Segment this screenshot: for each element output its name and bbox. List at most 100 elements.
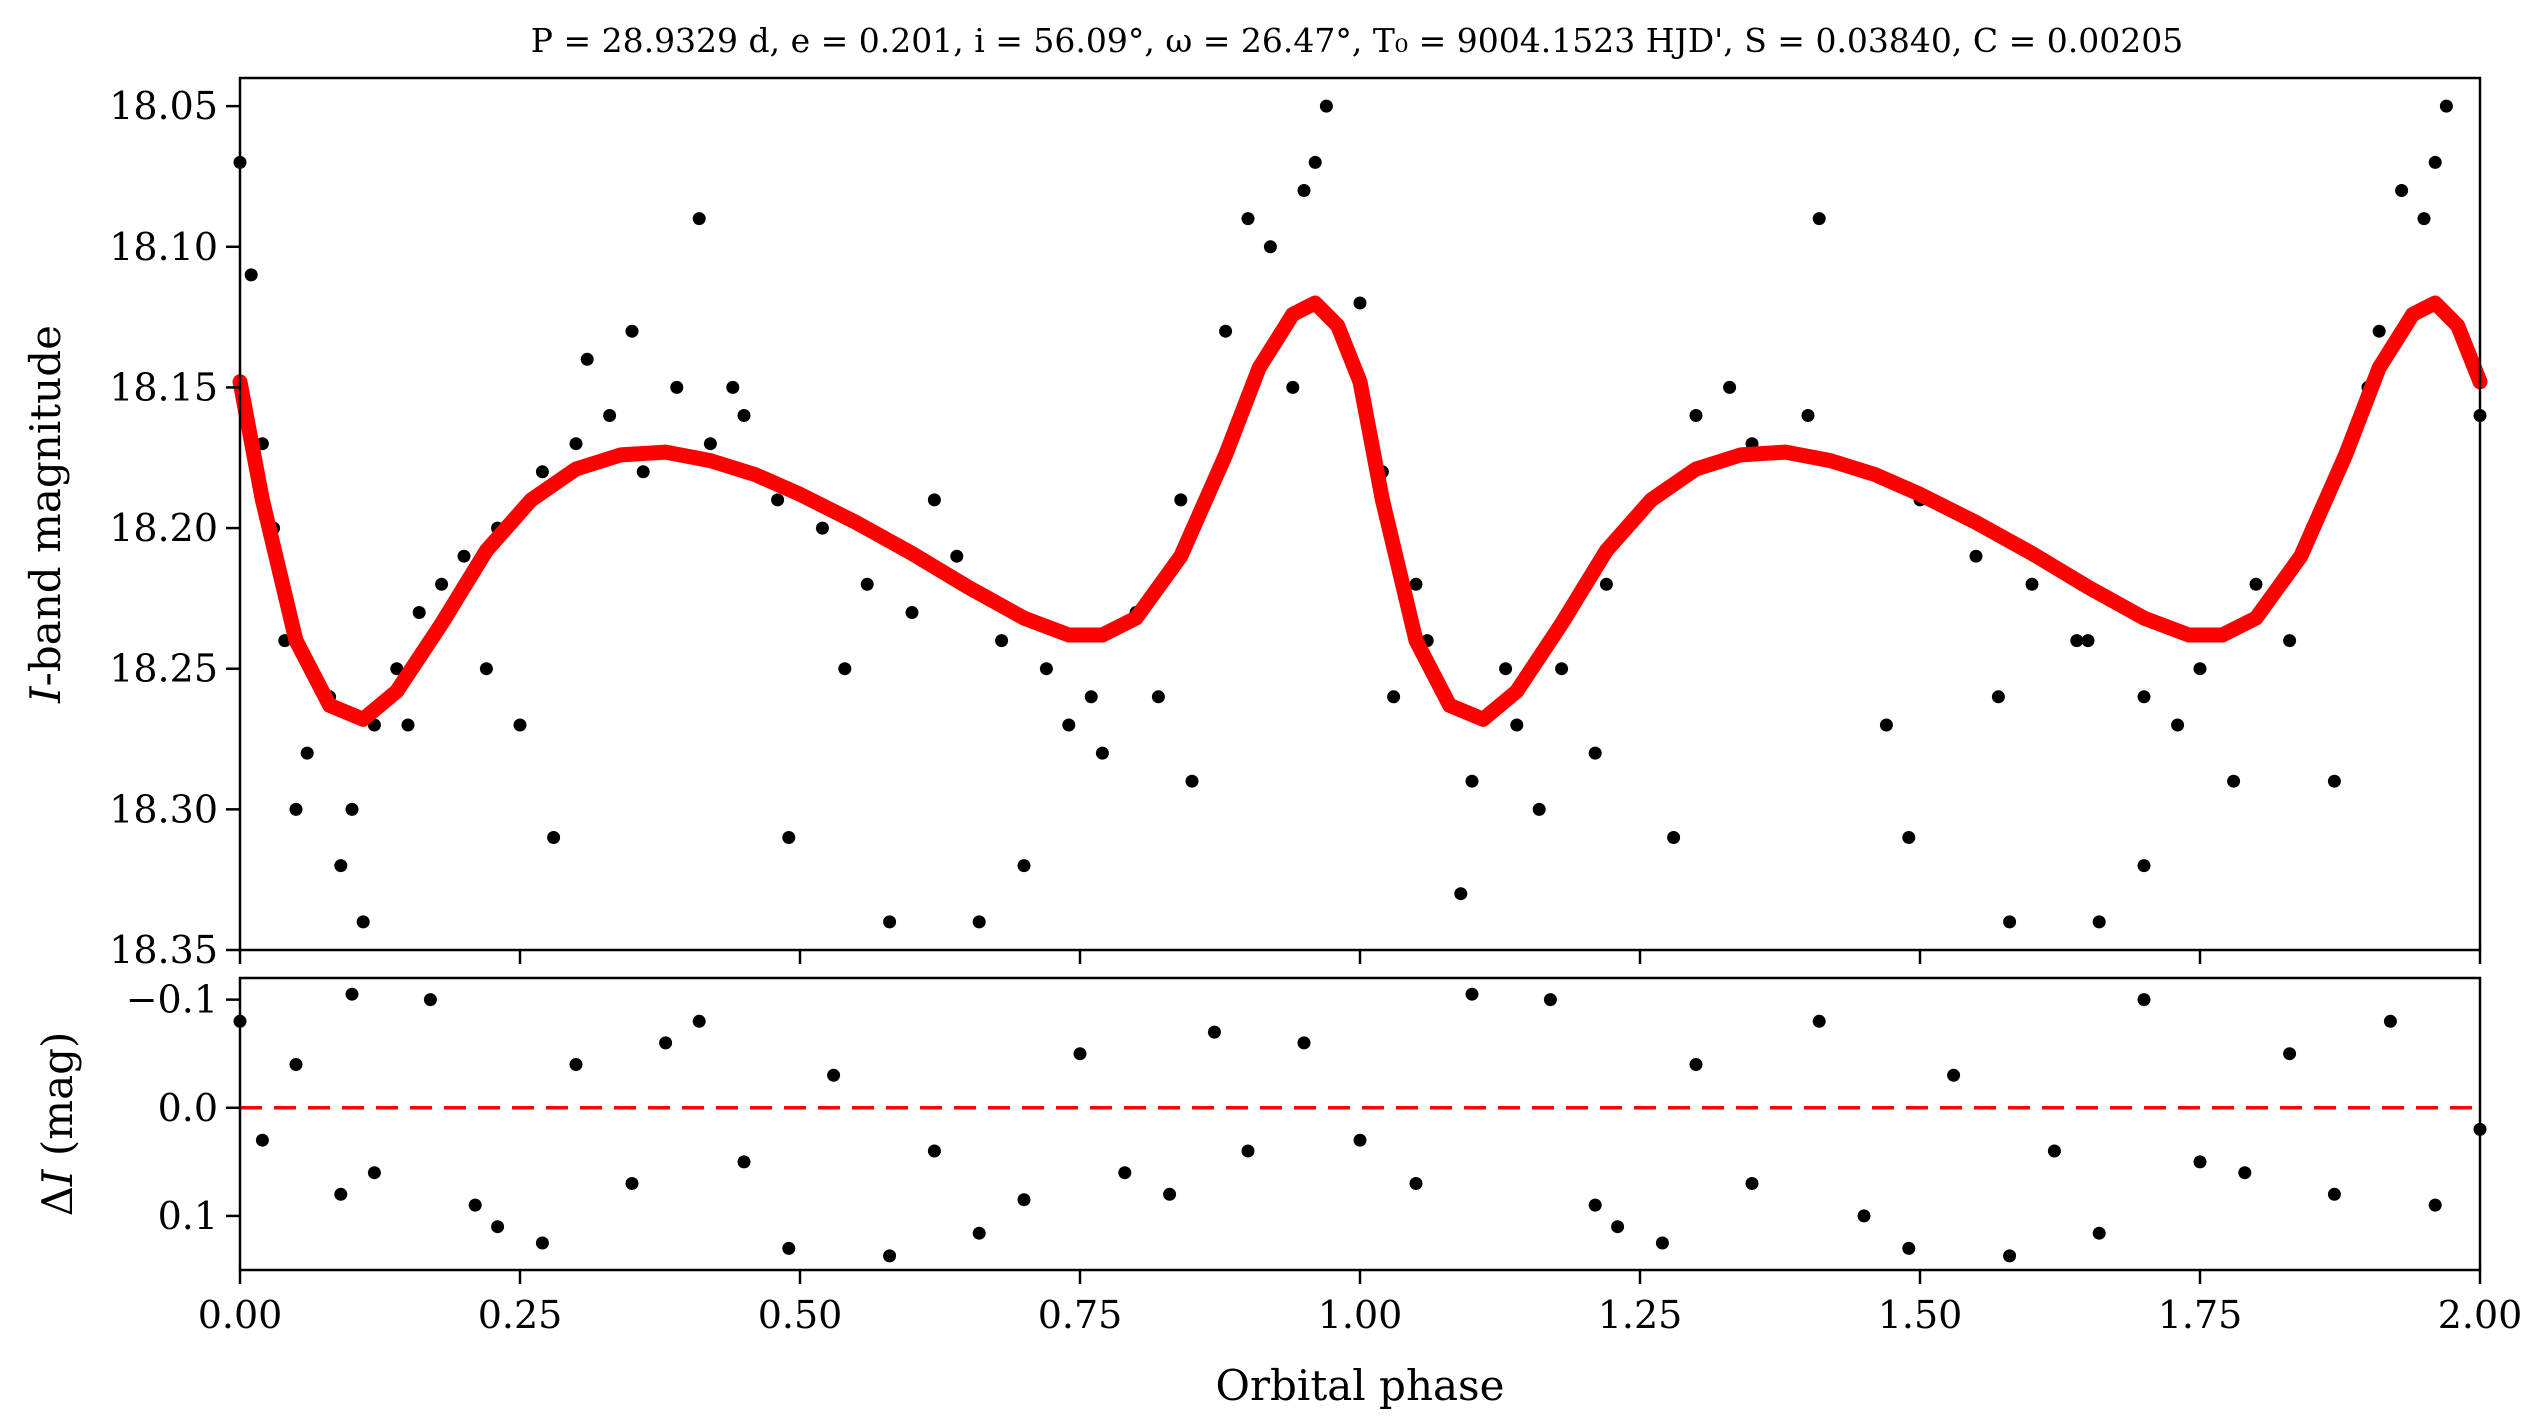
data-point [2193, 1155, 2207, 1169]
data-point [1163, 1187, 1177, 1201]
data-point [1991, 690, 2005, 704]
data-point [1667, 831, 1681, 844]
model-curve [232, 295, 2488, 727]
data-point [423, 993, 437, 1007]
data-point [2238, 1166, 2252, 1180]
data-point [2092, 1226, 2106, 1240]
data-point [726, 380, 740, 394]
data-point [2047, 1144, 2061, 1158]
x-tick-label: 1.75 [2158, 1293, 2243, 1337]
data-point [2395, 184, 2409, 197]
data-point [412, 606, 426, 619]
data-point [827, 1068, 841, 1082]
data-point [636, 465, 650, 479]
data-point [390, 662, 404, 676]
data-point [457, 549, 471, 563]
data-point [1409, 1177, 1423, 1190]
data-point [1745, 1177, 1759, 1190]
data-point [782, 1241, 796, 1255]
data-point [950, 549, 964, 563]
x-tick-label: 0.50 [758, 1293, 843, 1337]
x-ticks: 0.00 0.25 0.50 0.75 1.00 1.25 1.50 1.75 2.00 [198, 1270, 2522, 1337]
y-tick-label: 18.30 [109, 787, 218, 831]
data-point [2249, 577, 2263, 591]
data-point [2439, 99, 2453, 113]
y-tick-label: 18.15 [109, 365, 218, 409]
data-point [2283, 1047, 2297, 1061]
data-point [1499, 662, 1513, 676]
data-point [815, 521, 829, 535]
y-tick-label: 18.25 [109, 647, 218, 691]
data-point [883, 915, 897, 929]
data-point [1095, 746, 1109, 760]
data-point [1555, 662, 1569, 676]
data-point [659, 1036, 673, 1050]
data-point [2227, 774, 2241, 788]
data-point [1297, 184, 1311, 197]
data-point [1465, 987, 1479, 1001]
y-axis-label: I-band magnitude [21, 325, 70, 704]
data-point [367, 1166, 381, 1180]
data-point [345, 987, 359, 1001]
y-tick-label: 18.10 [109, 225, 218, 269]
data-point [1297, 1036, 1311, 1050]
data-point [2372, 324, 2386, 338]
data-point [401, 718, 415, 732]
residual-panel: −0.1 0.0 0.1 0.00 0.25 0.50 0.75 1.00 1.25 1.50 1… [33, 976, 2522, 1410]
data-point [1062, 718, 1076, 732]
data-point [1174, 493, 1188, 507]
data-point [1947, 1068, 1961, 1082]
x-ticks [238, 950, 2482, 964]
y-tick-label: 18.35 [109, 928, 218, 972]
data-point [1017, 1193, 1031, 1207]
data-point [1902, 831, 1916, 844]
data-point [580, 352, 594, 366]
data-point [1588, 1198, 1602, 1212]
data-point [2137, 859, 2151, 873]
data-point [703, 437, 717, 451]
data-point [1319, 99, 1333, 113]
data-point [2070, 634, 2084, 648]
data-point [289, 1058, 303, 1071]
data-point [1241, 212, 1255, 226]
data-point [2327, 774, 2341, 788]
data-point [1812, 1014, 1826, 1028]
data-point [569, 437, 583, 451]
data-point [1409, 577, 1423, 591]
data-point [547, 831, 561, 844]
data-point [1857, 1209, 1871, 1223]
data-point [2025, 577, 2039, 591]
data-point [860, 577, 874, 591]
data-point [1185, 774, 1199, 788]
data-point [625, 1177, 639, 1190]
data-point [1812, 212, 1826, 226]
data-point [2171, 718, 2185, 732]
data-point [334, 1187, 348, 1201]
y-tick-label: 18.20 [109, 506, 218, 550]
data-point [1588, 746, 1602, 760]
data-point [1073, 1047, 1087, 1061]
data-point [1084, 690, 1098, 704]
data-point [2193, 662, 2207, 676]
data-point [435, 577, 449, 591]
data-point [569, 1058, 583, 1071]
data-point [1241, 1144, 1255, 1158]
light-curve-panel: 18.05 18.10 18.15 18.20 18.25 18.30 18.35 I-ba… [21, 76, 2488, 972]
y-ticks: 18.05 18.10 18.15 18.20 18.25 18.30 18.35 [109, 84, 240, 972]
data-point [737, 409, 751, 422]
data-point [1118, 1166, 1132, 1180]
data-point [345, 802, 359, 816]
data-point [1902, 1241, 1916, 1255]
data-point [670, 380, 684, 394]
data-point [1543, 993, 1557, 1007]
data-point [1308, 155, 1322, 169]
data-point [1689, 409, 1703, 422]
x-tick-label: 0.25 [478, 1293, 563, 1337]
y-tick-label: −0.1 [126, 978, 218, 1022]
data-point [927, 1144, 941, 1158]
data-point [1655, 1236, 1669, 1250]
data-point [972, 915, 986, 929]
data-point [1510, 718, 1524, 732]
data-point [1263, 240, 1277, 254]
data-point [1689, 1058, 1703, 1071]
